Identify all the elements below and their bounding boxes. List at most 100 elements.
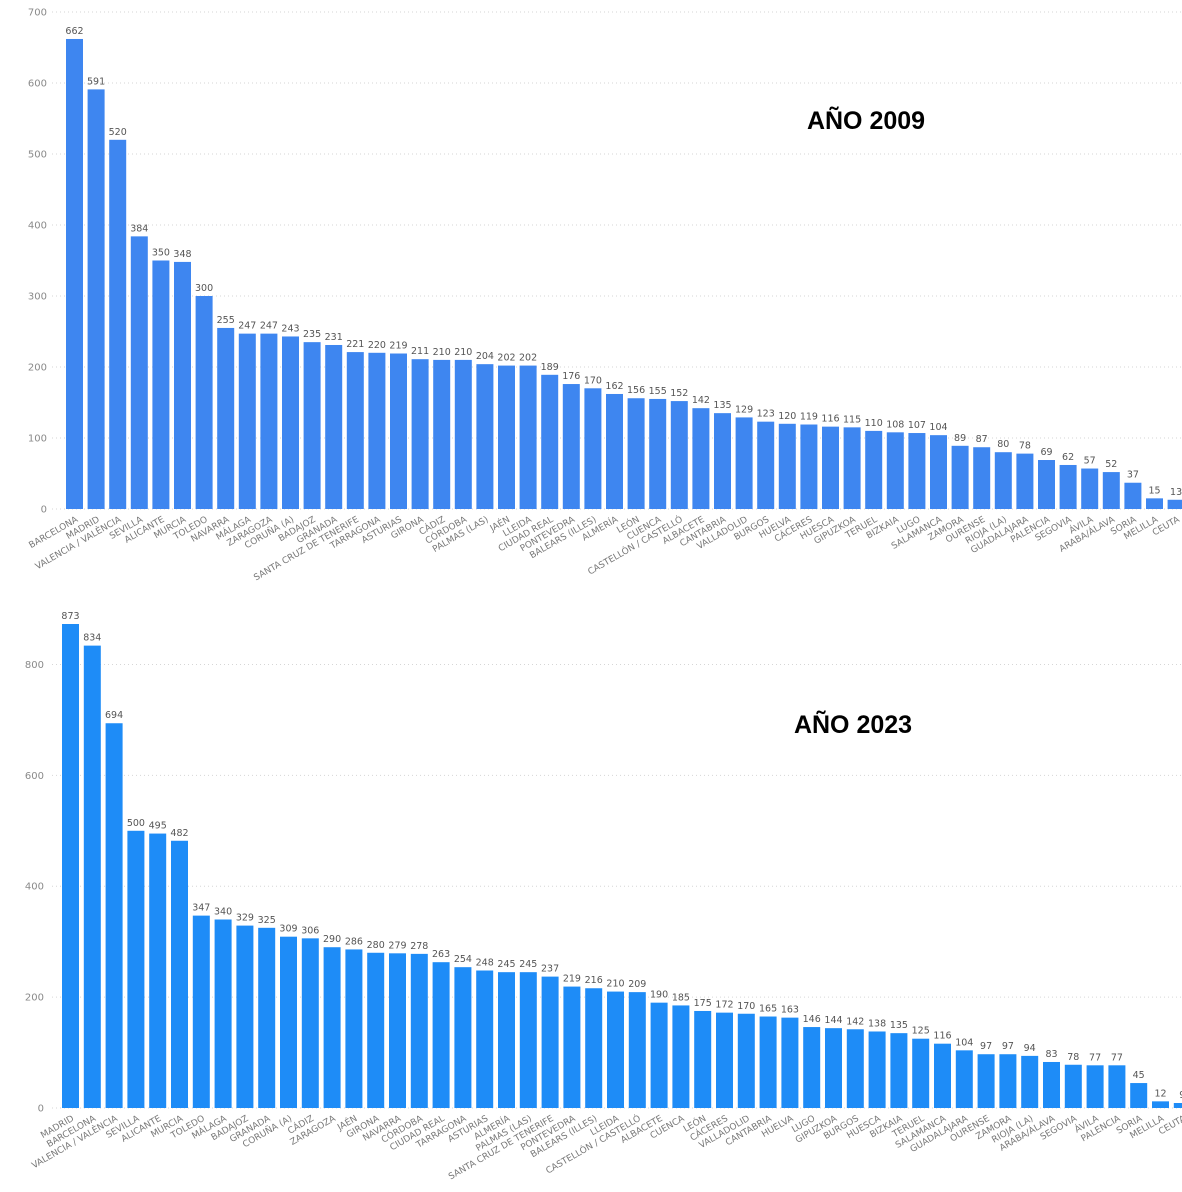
data-label: 202	[519, 353, 537, 364]
y-tick-label: 100	[28, 434, 47, 445]
data-label: 146	[803, 1014, 821, 1025]
bar	[716, 1012, 733, 1108]
bar	[62, 624, 79, 1108]
bar	[951, 445, 969, 509]
bar	[825, 1028, 842, 1108]
bar	[973, 447, 991, 509]
data-label: 115	[843, 414, 861, 425]
y-tick-label: 500	[28, 150, 47, 161]
y-tick-label: 600	[28, 79, 47, 90]
chart-title: AÑO 2023	[794, 709, 912, 739]
bar	[930, 435, 947, 509]
bar	[800, 424, 818, 509]
bar	[238, 333, 256, 509]
bar	[152, 260, 170, 509]
bar	[260, 333, 278, 509]
data-label: 500	[127, 818, 145, 829]
data-label: 156	[627, 385, 645, 396]
bar	[282, 336, 299, 509]
data-label: 237	[541, 964, 559, 975]
y-tick-label: 400	[25, 882, 44, 893]
y-tick-label: 400	[28, 221, 47, 232]
bar	[672, 1005, 690, 1108]
data-label: 694	[105, 710, 123, 721]
bar	[174, 261, 191, 509]
bar	[694, 1010, 712, 1108]
bar	[83, 645, 101, 1108]
bar	[323, 947, 341, 1108]
bar	[325, 344, 343, 509]
bars	[62, 624, 1182, 1108]
bar	[1086, 1065, 1104, 1108]
data-label: 350	[152, 248, 170, 259]
bar	[912, 1038, 930, 1108]
data-label: 123	[757, 409, 775, 420]
y-axis-ticks: 0 100 200 300 400 500 600 700	[28, 8, 47, 516]
data-label: 255	[217, 315, 235, 326]
data-label: 210	[433, 347, 451, 358]
data-label: 125	[912, 1026, 930, 1037]
bar	[346, 352, 364, 509]
data-label: 348	[173, 249, 191, 260]
data-label: 62	[1062, 452, 1074, 463]
bar	[66, 38, 83, 509]
bar	[432, 962, 450, 1108]
bar	[778, 423, 796, 509]
y-tick-label: 200	[25, 993, 44, 1004]
bar	[934, 1043, 951, 1108]
bar	[454, 359, 472, 509]
bar	[1173, 1103, 1182, 1108]
bar	[1043, 1061, 1060, 1108]
data-label: 104	[929, 422, 947, 433]
data-label: 13	[1170, 487, 1182, 498]
data-label: 834	[83, 633, 101, 644]
bar	[1021, 1055, 1039, 1108]
data-label: 77	[1089, 1052, 1101, 1063]
y-tick-label: 300	[28, 292, 47, 303]
data-label: 135	[890, 1020, 908, 1031]
bar	[410, 953, 428, 1108]
data-label: 347	[192, 903, 210, 914]
bar	[650, 1002, 668, 1108]
y-tick-label: 700	[28, 8, 47, 19]
data-label: 89	[954, 433, 966, 444]
bar	[1167, 499, 1182, 509]
bar	[195, 296, 213, 509]
bar	[757, 421, 775, 509]
data-label: 138	[868, 1018, 886, 1029]
bar	[476, 970, 494, 1108]
data-label: 97	[1002, 1041, 1014, 1052]
data-label: 290	[323, 934, 341, 945]
y-tick-label: 600	[25, 771, 44, 782]
data-label: 280	[367, 940, 385, 951]
bar	[759, 1016, 777, 1108]
data-label: 94	[1024, 1043, 1036, 1054]
bar	[714, 413, 731, 509]
bar	[1130, 1083, 1148, 1108]
data-label: 211	[411, 346, 429, 357]
bar	[367, 952, 385, 1108]
bar	[411, 359, 429, 509]
bars	[66, 38, 1182, 510]
data-label: 185	[672, 992, 690, 1003]
data-label: 235	[303, 329, 321, 340]
data-label: 210	[606, 979, 624, 990]
bar	[1124, 482, 1142, 509]
chart-title: AÑO 2009	[807, 105, 925, 135]
data-label: 263	[432, 949, 450, 960]
data-label: 155	[649, 386, 667, 397]
data-label: 116	[821, 414, 839, 425]
data-label: 170	[584, 375, 602, 386]
data-label: 520	[109, 127, 127, 138]
data-label: 662	[65, 26, 83, 37]
bar	[1152, 1101, 1169, 1108]
bar	[217, 327, 235, 509]
bar	[127, 830, 145, 1108]
bar	[301, 938, 319, 1108]
data-label: 52	[1105, 459, 1117, 470]
data-label: 80	[997, 439, 1009, 450]
bar	[890, 1033, 908, 1108]
